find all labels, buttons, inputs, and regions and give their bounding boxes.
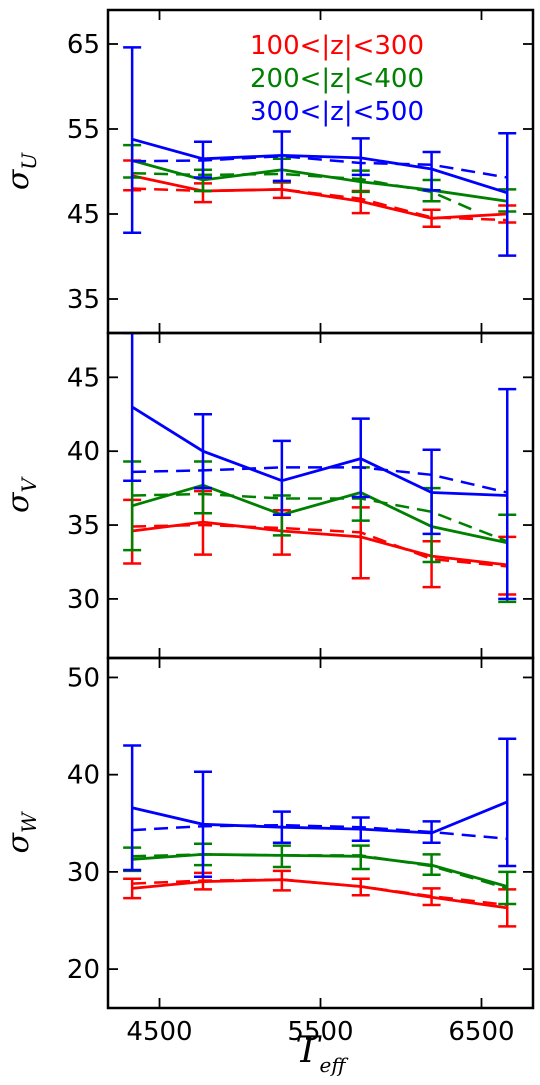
data-line-2-2 (131, 800, 508, 835)
data-line-1-2 (131, 405, 508, 497)
panel-2: 20 30 40 50 4500 5500 6500 σW (1, 656, 535, 1047)
ytick-label-0-2: 55 (67, 115, 100, 145)
data-line-0-1 (131, 159, 508, 203)
data-line-0-2 (131, 137, 508, 195)
panel-1: 30 35 40 45 σV (1, 331, 535, 660)
ylabel-1: σV (1, 475, 41, 512)
model-line-1-0 (132, 523, 508, 568)
data-line-1-1 (131, 483, 508, 545)
xtick-label-1: 5500 (287, 1017, 353, 1047)
model-line-1-1 (132, 492, 508, 543)
axes-frame-2 (106, 656, 535, 1010)
legend-entry-2: 300<|z|<500 (250, 97, 424, 127)
ylabel-0: σU (1, 152, 41, 190)
ytick-label-0-1: 45 (67, 200, 100, 230)
xtick-label-0: 4500 (126, 1017, 192, 1047)
plot-area-2 (123, 737, 517, 928)
ytick-label-2-0: 20 (67, 955, 100, 985)
ytick-label-1-3: 45 (67, 363, 100, 393)
legend-entry-1: 200<|z|<400 (250, 64, 424, 94)
ytick-label-2-1: 30 (67, 858, 100, 888)
ylabel-2: σW (1, 811, 41, 853)
ytick-label-2-2: 40 (67, 761, 100, 791)
legend-entry-0: 100<|z|<300 (250, 31, 424, 61)
model-line-1-2 (132, 466, 508, 494)
data-line-1-0 (131, 520, 508, 567)
data-line-0-0 (131, 174, 508, 220)
plot-area-0 (123, 46, 517, 257)
ytick-label-0-3: 65 (67, 30, 100, 60)
plot-area-1 (123, 333, 517, 604)
ytick-label-0-0: 35 (67, 285, 100, 315)
data-line-2-0 (131, 878, 508, 910)
xtick-label-2: 6500 (448, 1017, 514, 1047)
ytick-label-2-3: 50 (67, 663, 100, 693)
ytick-label-1-2: 40 (67, 437, 100, 467)
data-line-2-1 (132, 852, 508, 888)
model-line-2-2 (132, 823, 508, 841)
ytick-label-1-0: 30 (67, 585, 100, 615)
model-line-0-2 (132, 154, 508, 179)
ytick-label-1-1: 35 (67, 511, 100, 541)
